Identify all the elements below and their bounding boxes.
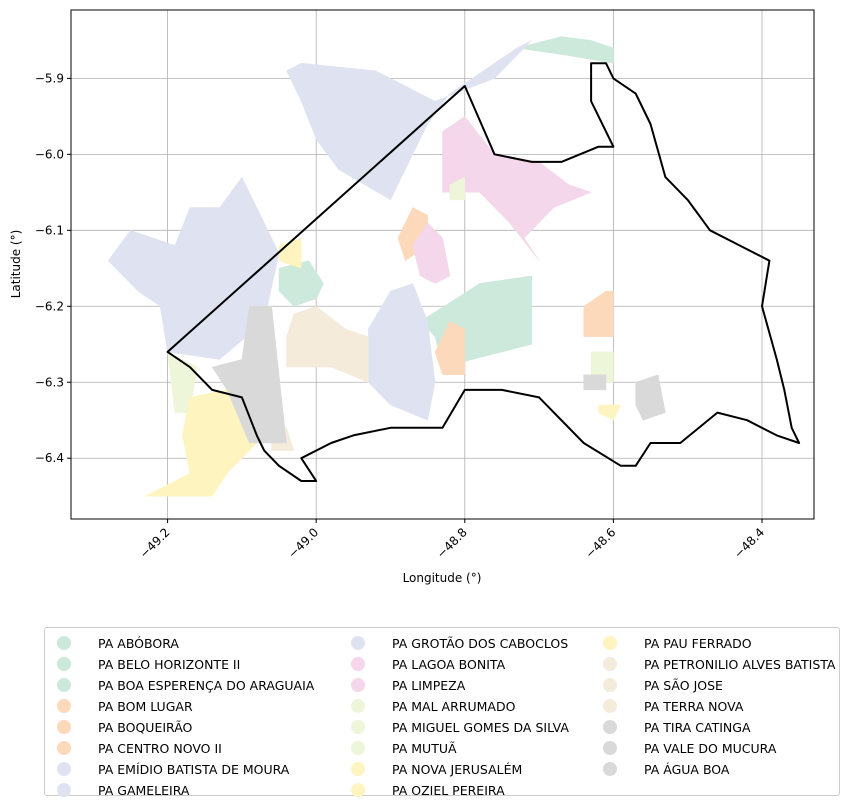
y-tick-label: −6.0 [35, 147, 64, 161]
legend-label: PA GROTÃO DOS CABOCLOS [392, 636, 569, 651]
legend-marker [603, 657, 617, 671]
legend-marker [603, 636, 617, 650]
legend-label: PA NOVA JERUSALÉM [392, 762, 523, 777]
legend-marker [603, 699, 617, 713]
y-tick-label: −6.2 [35, 299, 64, 313]
legend-marker [57, 783, 71, 797]
legend-marker [351, 783, 365, 797]
settlement-polygon [278, 237, 302, 269]
legend-label: PA LIMPEZA [392, 678, 466, 693]
legend-marker [603, 678, 617, 692]
legend-label: PA ÁGUA BOA [644, 762, 730, 777]
map-chart: −49.2 −49.0 −48.8 −48.6 −48.4 −5.9 −6.0 −6.1 −6.… [9, 9, 815, 585]
x-tick-label: −48.6 [583, 525, 619, 561]
x-tick-label: −48.8 [434, 525, 470, 561]
municipality-boundary [166, 62, 801, 482]
legend-marker [57, 699, 71, 713]
legend-marker [603, 720, 617, 734]
legend-label: PA BOA ESPERENÇA DO ARAGUAIA [98, 678, 315, 693]
legend-label: PA TERRA NOVA [644, 699, 744, 714]
legend: PA ABÓBORA PA BELO HORIZONTE II PA BOA ESP… [44, 627, 840, 798]
legend-label: PA TIRA CATINGA [644, 720, 751, 735]
legend-label: PA PAU FERRADO [644, 636, 752, 651]
settlement-polygon [583, 290, 614, 337]
legend-marker [351, 678, 365, 692]
legend-label: PA ABÓBORA [98, 636, 179, 651]
legend-label: PA BOM LUGAR [98, 699, 193, 714]
settlement-polygon [635, 374, 666, 421]
x-tick-label: −49.0 [285, 525, 321, 561]
legend-marker [57, 762, 71, 776]
legend-marker [57, 678, 71, 692]
legend-marker [603, 762, 617, 776]
legend-marker [351, 699, 365, 713]
legend-marker [351, 657, 365, 671]
y-tick-label: −6.4 [35, 451, 64, 465]
y-axis-label: Latitude (°) [9, 230, 23, 299]
legend-label: PA EMÍDIO BATISTA DE MOURA [98, 762, 290, 777]
boundary-line [166, 62, 801, 482]
settlement-polygon [286, 306, 369, 383]
legend-label: PA CENTRO NOVO II [98, 741, 222, 756]
legend-marker [57, 657, 71, 671]
y-tick-label: −5.9 [35, 71, 64, 85]
plot-frame [70, 9, 815, 520]
settlement-polygons [107, 36, 666, 497]
legend-marker [57, 741, 71, 755]
legend-label: PA MIGUEL GOMES DA SILVA [392, 720, 569, 735]
y-tick-label: −6.1 [35, 223, 64, 237]
settlement-polygon [598, 404, 622, 421]
legend-marker [57, 636, 71, 650]
legend-label: PA PETRONILIO ALVES BATISTA [644, 657, 836, 672]
settlement-polygon [583, 374, 607, 391]
legend-marker [57, 720, 71, 734]
settlement-polygon [434, 321, 466, 375]
legend-label: PA GAMELEIRA [98, 783, 190, 798]
settlement-polygon [278, 260, 324, 307]
settlement-polygon [516, 36, 614, 64]
legend-label: PA OZIEL PEREIRA [392, 783, 505, 798]
legend-label: PA MAL ARRUMADO [392, 699, 516, 714]
legend-marker [351, 741, 365, 755]
x-tick-label: −49.2 [137, 525, 173, 561]
legend-label: PA BOQUEIRÃO [98, 720, 193, 735]
y-tick-label: −6.3 [35, 375, 64, 389]
x-axis-label: Longitude (°) [403, 571, 482, 585]
settlement-polygon [211, 306, 287, 444]
settlement-polygon [449, 176, 466, 201]
legend-label: PA SÃO JOSE [644, 678, 723, 693]
legend-marker [351, 636, 365, 650]
legend-marker [351, 762, 365, 776]
settlement-polygon [286, 40, 532, 201]
legend-marker [603, 741, 617, 755]
legend-label: PA LAGOA BONITA [392, 657, 506, 672]
settlement-polygon [412, 222, 451, 284]
legend-label: PA VALE DO MUCURA [644, 741, 777, 756]
legend-label: PA MUTUÃ [392, 741, 457, 756]
legend-marker [351, 720, 365, 734]
x-tick-label: −48.4 [731, 525, 767, 561]
legend-label: PA BELO HORIZONTE II [98, 657, 241, 672]
